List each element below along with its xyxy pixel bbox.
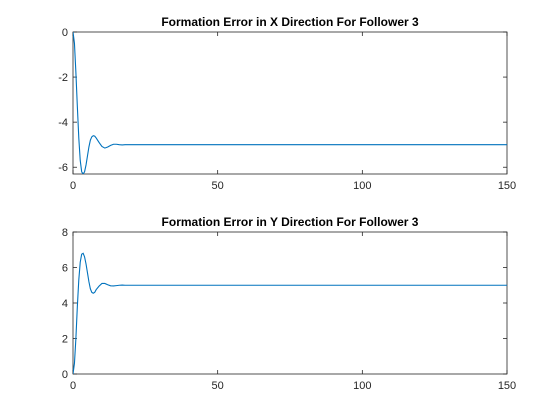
y-tick-label: 8 (62, 227, 68, 239)
y-tick-label: 2 (62, 334, 68, 346)
y-tick-label: -4 (58, 117, 68, 129)
x-tick-label: 50 (212, 180, 224, 192)
y-tick-label: -2 (58, 72, 68, 84)
series-line (73, 252, 507, 374)
y-tick-label: 4 (62, 298, 68, 310)
plot-area (72, 231, 508, 375)
x-tick-label: 50 (212, 380, 224, 392)
chart-y-error: Formation Error in Y Direction For Follo… (62, 215, 516, 392)
x-tick-label: 100 (353, 180, 371, 192)
y-tick-label: 0 (62, 27, 68, 39)
x-tick-label: 100 (353, 380, 371, 392)
y-tick-label: 6 (62, 263, 68, 275)
series-line (73, 32, 507, 174)
chart-title: Formation Error in Y Direction For Follo… (162, 215, 419, 229)
x-tick-label: 0 (70, 380, 76, 392)
chart-title: Formation Error in X Direction For Follo… (161, 15, 419, 29)
y-tick-label: 0 (62, 369, 68, 381)
plot-area (72, 31, 508, 175)
x-tick-label: 150 (498, 180, 516, 192)
x-tick-label: 0 (70, 180, 76, 192)
x-tick-label: 150 (498, 380, 516, 392)
y-tick-label: -6 (58, 162, 68, 174)
chart-x-error: Formation Error in X Direction For Follo… (58, 15, 516, 192)
